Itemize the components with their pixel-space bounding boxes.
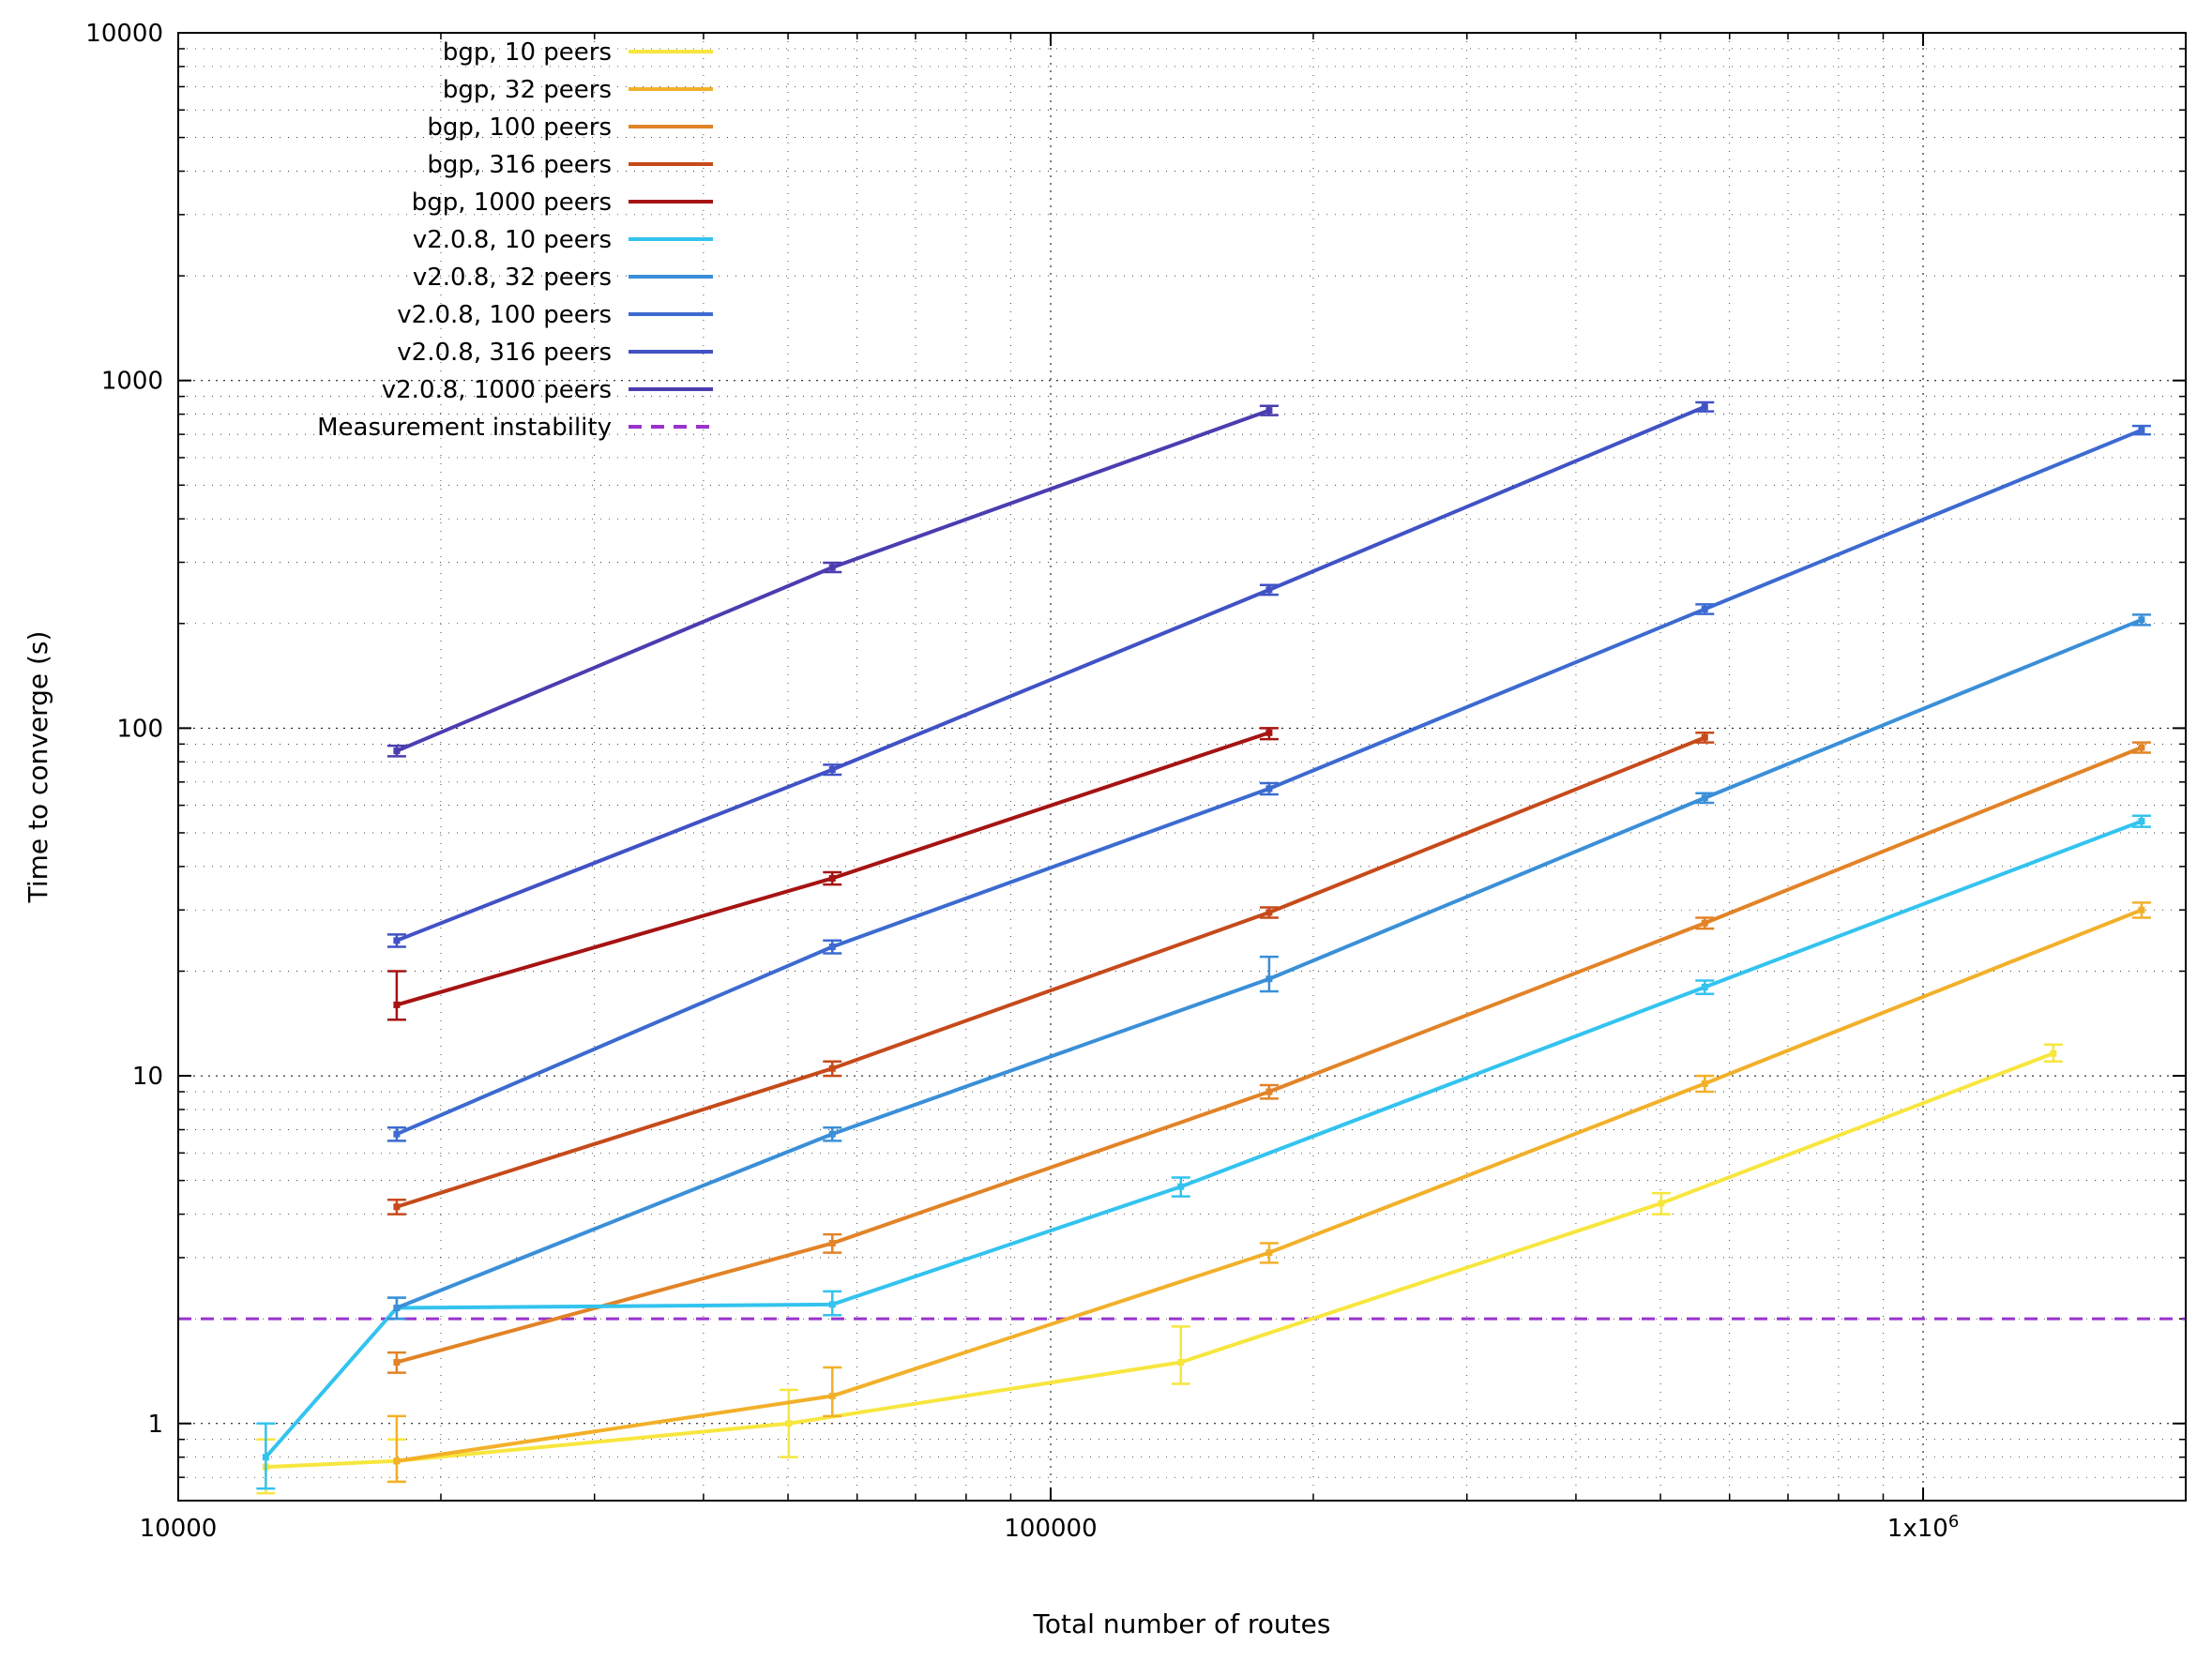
data-marker — [1658, 1200, 1664, 1206]
legend-label: v2.0.8, 316 peers — [397, 339, 612, 367]
data-marker — [1265, 407, 1272, 414]
legend-label: Measurement instability — [317, 414, 612, 442]
loglog-chart: 10000 100000 1x106 1 10 100 1000 10000 Total num… — [0, 0, 2212, 1661]
chart-background — [0, 0, 2212, 1661]
data-marker — [1265, 730, 1272, 736]
legend-label: v2.0.8, 32 peers — [413, 264, 612, 292]
data-marker — [2138, 907, 2144, 914]
data-marker — [829, 1393, 836, 1399]
legend-label: bgp, 32 peers — [443, 76, 612, 104]
data-marker — [1702, 606, 1708, 612]
data-marker — [393, 1359, 400, 1366]
data-marker — [1702, 1080, 1708, 1087]
data-marker — [2138, 616, 2144, 623]
data-marker — [785, 1420, 792, 1427]
data-marker — [393, 937, 400, 944]
data-marker — [393, 1203, 400, 1210]
legend-label: bgp, 316 peers — [427, 151, 612, 179]
x-tick-label: 10000 — [140, 1515, 218, 1543]
legend-label: bgp, 100 peers — [427, 113, 612, 142]
data-marker — [829, 1301, 836, 1307]
data-marker — [2138, 744, 2144, 750]
y-tick-label: 100 — [116, 715, 163, 743]
data-marker — [1177, 1184, 1184, 1190]
data-marker — [1702, 794, 1708, 801]
data-marker — [2138, 427, 2144, 433]
data-marker — [1177, 1359, 1184, 1366]
data-marker — [1702, 984, 1708, 990]
data-marker — [263, 1454, 269, 1460]
data-marker — [2050, 1050, 2056, 1057]
y-tick-label: 1 — [147, 1411, 163, 1439]
data-marker — [1265, 1089, 1272, 1095]
data-marker — [393, 1002, 400, 1008]
y-axis-label: Time to converge (s) — [23, 631, 53, 904]
x-axis-label: Total number of routes — [1033, 1608, 1331, 1639]
chart-container: 10000 100000 1x106 1 10 100 1000 10000 Total num… — [0, 0, 2212, 1661]
data-marker — [1265, 975, 1272, 982]
y-tick-label: 1000 — [101, 368, 163, 396]
legend-label: v2.0.8, 100 peers — [397, 301, 612, 329]
data-marker — [1265, 785, 1272, 792]
legend-label: v2.0.8, 1000 peers — [382, 376, 612, 404]
data-marker — [829, 875, 836, 882]
data-marker — [393, 1305, 400, 1311]
data-marker — [1702, 920, 1708, 927]
x-tick-label: 1x106 — [1887, 1512, 1959, 1544]
y-tick-label: 10 — [132, 1063, 163, 1091]
data-marker — [393, 1457, 400, 1464]
data-marker — [393, 1131, 400, 1138]
data-marker — [1702, 403, 1708, 410]
data-marker — [829, 944, 836, 950]
data-marker — [1265, 909, 1272, 915]
data-marker — [1265, 586, 1272, 593]
data-marker — [2138, 818, 2144, 824]
legend-label: bgp, 10 peers — [443, 38, 612, 67]
x-tick-label: 100000 — [1004, 1515, 1097, 1543]
data-marker — [393, 747, 400, 754]
data-marker — [1702, 734, 1708, 741]
data-marker — [829, 1240, 836, 1246]
data-marker — [829, 766, 836, 773]
data-marker — [829, 564, 836, 570]
legend-label: v2.0.8, 10 peers — [413, 226, 612, 254]
data-marker — [829, 1131, 836, 1138]
data-marker — [1265, 1249, 1272, 1256]
y-tick-label: 10000 — [85, 20, 163, 48]
legend-label: bgp, 1000 peers — [412, 189, 612, 217]
data-marker — [829, 1065, 836, 1072]
